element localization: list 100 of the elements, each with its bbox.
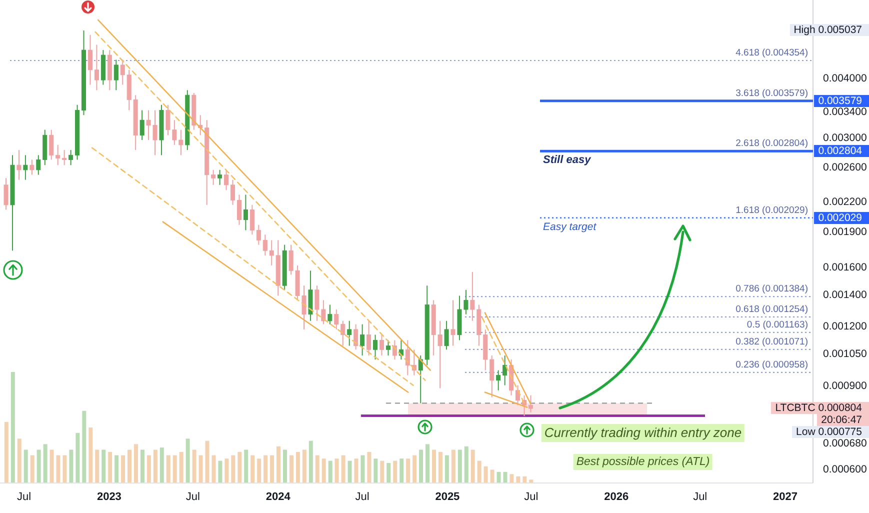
candlestick — [68, 149, 74, 166]
bar — [120, 455, 125, 483]
bar — [134, 444, 138, 483]
candlestick — [236, 194, 242, 226]
bar — [24, 450, 28, 483]
bar — [418, 450, 423, 483]
bar — [373, 458, 378, 483]
ref-line-label: 0.786 (0.001384) — [736, 284, 808, 295]
ref-line-label: 3.618 (0.003579) — [736, 88, 808, 99]
bar — [509, 474, 514, 483]
candlestick — [490, 354, 494, 398]
bar — [406, 458, 410, 483]
bar — [412, 455, 416, 483]
bar — [205, 440, 210, 483]
bar — [256, 458, 261, 483]
candlestick — [360, 324, 365, 356]
bar — [289, 455, 294, 483]
bar — [250, 455, 254, 483]
bar — [302, 450, 306, 483]
bar — [399, 458, 404, 483]
bar — [458, 450, 462, 483]
bar — [10, 372, 15, 483]
bar — [153, 450, 158, 483]
candlestick — [379, 334, 384, 356]
annotation: LTCBTC 0.000804 — [771, 402, 869, 414]
bar — [438, 452, 442, 483]
annotation: Still easy — [543, 152, 591, 168]
text: 0.002804 — [814, 145, 869, 158]
x-tick-label: 2026 — [604, 491, 629, 503]
candlestick — [347, 320, 352, 346]
y-tick-label: 0.001200 — [823, 320, 867, 333]
bar — [237, 452, 242, 483]
bar — [464, 446, 468, 483]
bar — [218, 460, 222, 483]
y-tick-label: 0.004000 — [823, 72, 867, 85]
bar — [211, 455, 216, 483]
candlestick — [366, 320, 372, 356]
bar — [341, 455, 346, 483]
bar — [282, 450, 287, 483]
bar — [503, 472, 508, 483]
bar — [348, 460, 352, 483]
ref-line-label: 1.618 (0.002029) — [736, 204, 808, 216]
candlestick — [528, 394, 533, 413]
bar — [160, 447, 164, 483]
candlestick — [250, 204, 254, 236]
bar — [444, 455, 449, 483]
y-tick-label: 0.000900 — [823, 380, 867, 392]
bar — [172, 455, 177, 483]
bar — [354, 458, 358, 483]
bar — [490, 470, 494, 483]
ref-line-label: 2.618 (0.002804) — [736, 138, 808, 150]
candlestick — [140, 110, 144, 140]
candlestick — [418, 354, 423, 404]
candlestick — [405, 340, 410, 376]
bar — [230, 455, 235, 483]
candlestick — [334, 309, 339, 330]
bar — [75, 433, 80, 483]
annotation: High 0.005037 — [790, 24, 869, 36]
y-tick-label: 0.000600 — [823, 464, 867, 476]
candlestick — [328, 304, 332, 325]
bar — [296, 452, 300, 483]
bar — [68, 450, 73, 483]
x-tick-label: 2023 — [96, 491, 122, 503]
y-tick-label: 0.001900 — [823, 226, 867, 238]
annotation: Low 0.000775 — [792, 426, 869, 438]
bar — [36, 450, 41, 483]
x-tick-label: Jul — [693, 491, 708, 503]
bar — [244, 450, 248, 483]
ref-line-label: 0.618 (0.001254) — [736, 304, 808, 315]
candlestick — [269, 240, 274, 266]
bar — [114, 455, 118, 483]
bar — [425, 444, 430, 483]
bar — [392, 460, 397, 483]
bar — [166, 455, 170, 483]
candlestick — [262, 234, 268, 256]
candlestick — [36, 154, 41, 176]
bar — [127, 450, 132, 483]
bar — [380, 460, 384, 483]
y-tick-label: 0.003000 — [823, 132, 867, 144]
bar — [386, 463, 390, 483]
text: 0.002029 — [814, 212, 869, 224]
bar — [198, 455, 203, 483]
candlestick — [373, 334, 378, 360]
candlestick — [386, 340, 390, 356]
bar — [322, 458, 326, 483]
y-tick-label: 0.001400 — [823, 288, 867, 301]
ref-line-label: 0.5 (0.001163) — [746, 319, 808, 330]
bar — [224, 458, 228, 483]
bar — [179, 452, 184, 483]
bar — [56, 455, 60, 483]
bar — [470, 450, 475, 483]
bar — [108, 452, 112, 483]
ref-line-label: 0.382 (0.001071) — [736, 336, 808, 348]
bar — [82, 410, 86, 483]
bar — [186, 438, 190, 483]
candlestick — [496, 370, 501, 391]
text: 20:06:47 — [817, 414, 869, 426]
bar — [62, 455, 66, 483]
candlestick — [340, 320, 346, 346]
ref-line-label: 0.236 (0.000958) — [736, 359, 808, 370]
